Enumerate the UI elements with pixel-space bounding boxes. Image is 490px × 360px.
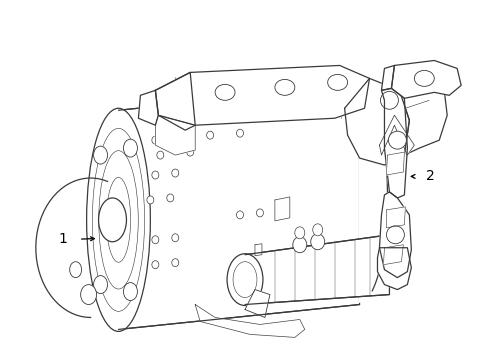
Ellipse shape: [147, 196, 154, 204]
Ellipse shape: [313, 224, 323, 236]
Polygon shape: [275, 197, 290, 221]
Ellipse shape: [152, 136, 159, 144]
Polygon shape: [392, 60, 461, 98]
Ellipse shape: [415, 71, 434, 86]
Ellipse shape: [172, 234, 179, 242]
Text: 1: 1: [58, 232, 67, 246]
Polygon shape: [138, 90, 158, 125]
Polygon shape: [382, 66, 394, 90]
Polygon shape: [377, 248, 412, 289]
Ellipse shape: [152, 171, 159, 179]
Ellipse shape: [152, 236, 159, 244]
Polygon shape: [360, 87, 388, 302]
Ellipse shape: [311, 234, 325, 250]
Polygon shape: [399, 82, 447, 155]
Polygon shape: [195, 305, 305, 337]
Ellipse shape: [227, 254, 263, 306]
Polygon shape: [119, 85, 360, 329]
Ellipse shape: [123, 283, 137, 301]
Ellipse shape: [380, 91, 398, 109]
Ellipse shape: [70, 262, 82, 278]
Ellipse shape: [207, 131, 214, 139]
Ellipse shape: [275, 80, 295, 95]
Polygon shape: [382, 88, 407, 198]
Ellipse shape: [157, 151, 164, 159]
Polygon shape: [379, 192, 412, 278]
Polygon shape: [255, 244, 262, 256]
Polygon shape: [245, 235, 390, 305]
Ellipse shape: [87, 108, 150, 332]
Ellipse shape: [389, 131, 406, 149]
Ellipse shape: [81, 285, 97, 305]
Polygon shape: [387, 152, 404, 175]
Polygon shape: [344, 78, 409, 165]
Ellipse shape: [293, 237, 307, 253]
Ellipse shape: [215, 84, 235, 100]
Ellipse shape: [256, 209, 264, 217]
Ellipse shape: [177, 133, 184, 141]
Polygon shape: [155, 72, 195, 130]
Ellipse shape: [152, 261, 159, 269]
Polygon shape: [387, 207, 405, 228]
Ellipse shape: [94, 276, 107, 293]
Ellipse shape: [237, 211, 244, 219]
Ellipse shape: [123, 139, 137, 157]
Polygon shape: [245, 289, 270, 318]
Ellipse shape: [237, 129, 244, 137]
Ellipse shape: [328, 75, 347, 90]
Ellipse shape: [387, 226, 404, 244]
Polygon shape: [384, 245, 403, 265]
Ellipse shape: [172, 259, 179, 267]
Ellipse shape: [187, 148, 194, 156]
Ellipse shape: [98, 198, 126, 242]
Polygon shape: [379, 115, 415, 155]
Ellipse shape: [167, 194, 174, 202]
Polygon shape: [155, 115, 195, 155]
Polygon shape: [155, 66, 369, 125]
Text: 2: 2: [426, 170, 434, 183]
Ellipse shape: [172, 169, 179, 177]
Ellipse shape: [94, 146, 107, 164]
Ellipse shape: [295, 227, 305, 239]
